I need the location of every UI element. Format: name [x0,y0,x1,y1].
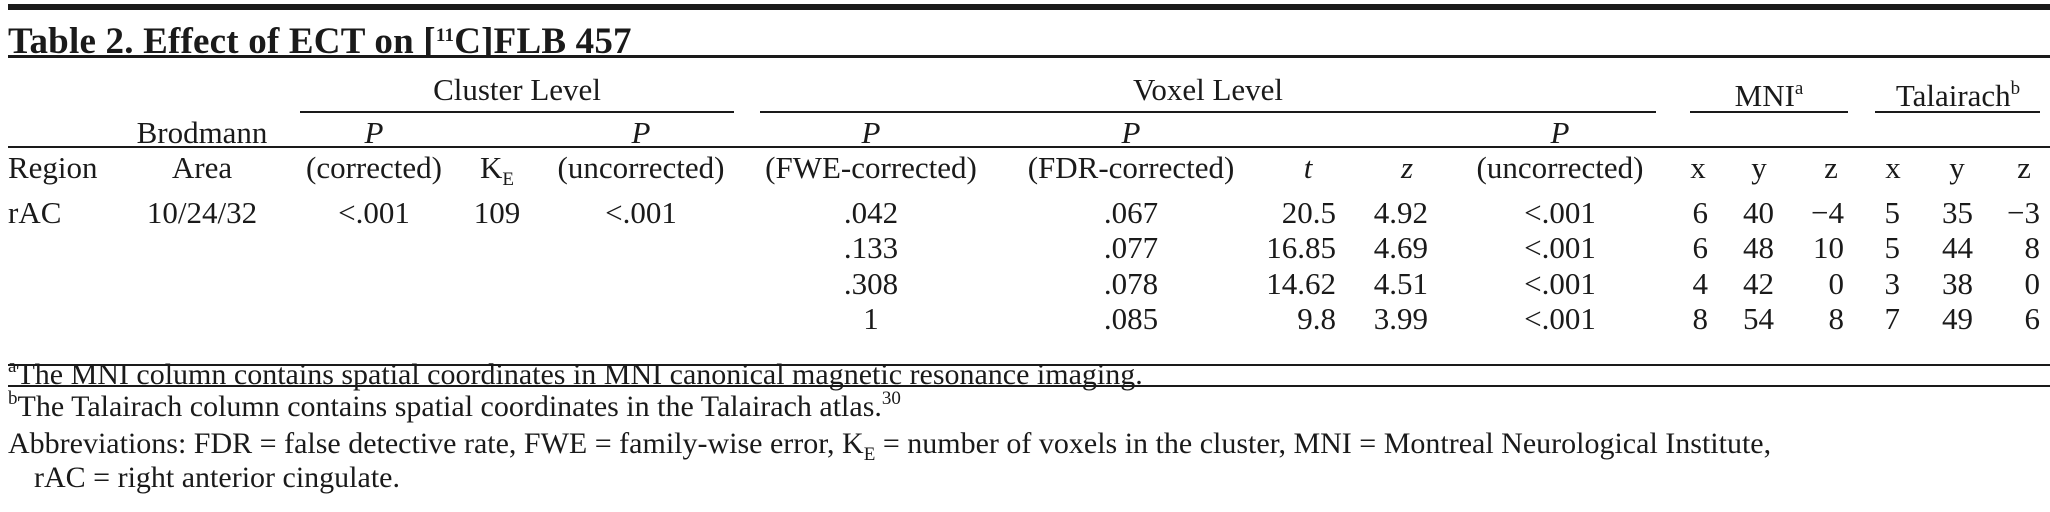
brodmann-header-line2: Area [171,150,233,185]
cell-fdr: .078 [1103,266,1159,301]
fdr-header: (FDR-corrected) [1027,150,1235,185]
cell-vx-p-unc: <.001 [1524,230,1596,265]
cell-mni-z: −4 [1811,195,1844,230]
cell-mni-x: 6 [1692,230,1709,265]
cell-mni-y: 48 [1743,230,1774,265]
cell-t: 20.5 [1281,195,1336,230]
talairach-header: Talairachb [1895,78,2021,113]
cell-tal-z: 6 [2024,301,2041,336]
title-rule [8,55,2050,58]
abbreviations-line1: Abbreviations: FDR = false detective rat… [8,427,1772,466]
cell-mni-z: 10 [1813,230,1844,265]
cell-mni-y: 42 [1743,266,1774,301]
cluster-level-spanner-line [300,111,734,113]
cell-vx-p-unc: <.001 [1524,266,1596,301]
cluster-level-header: Cluster Level [433,72,601,107]
cell-vx-p-unc: <.001 [1524,195,1596,230]
top-thick-rule [8,4,2050,10]
voxel-level-spanner-line [760,111,1656,113]
region-header: Region [8,150,98,185]
mni-y-header: y [1751,150,1767,185]
cell-z: 4.92 [1373,195,1428,230]
cell-fdr: .067 [1103,195,1159,230]
table-title: Table 2. Effect of ECT on [11C]FLB 457 [8,21,632,62]
cell-fwe: .308 [843,266,899,301]
talairach-spanner-line [1875,111,2040,113]
cell-mni-x: 8 [1692,301,1709,336]
cell-fwe: 1 [863,301,879,336]
tal-z-header: z [2017,150,2031,185]
cell-cl-p-corr: <.001 [338,195,410,230]
cell-fdr: .085 [1103,301,1159,336]
cl-uncorrected-header: (uncorrected) [557,150,725,185]
header-bottom-rule [8,146,2050,148]
tal-y-header: y [1949,150,1965,185]
cell-cl-p-unc: <.001 [605,195,677,230]
tal-x-header: x [1885,150,1901,185]
cell-z: 4.69 [1373,230,1428,265]
vx-p-uncorrected-p: P [1550,115,1570,150]
cell-tal-y: 49 [1942,301,1973,336]
cell-mni-y: 54 [1743,301,1774,336]
cell-z: 4.51 [1373,266,1428,301]
mni-z-header: z [1824,150,1838,185]
cl-corrected-header: (corrected) [306,150,442,185]
mni-spanner-line [1690,111,1848,113]
cell-t: 14.62 [1266,266,1336,301]
cell-vx-p-unc: <.001 [1524,301,1596,336]
cell-fwe: .133 [843,230,899,265]
footnote-b: bThe Talairach column contains spatial c… [8,388,901,423]
cell-mni-x: 4 [1692,266,1709,301]
fwe-header: (FWE-corrected) [765,150,977,185]
fwe-p: P [861,115,881,150]
cell-tal-x: 5 [1884,230,1901,265]
t-header: t [1303,150,1313,185]
cell-t: 16.85 [1266,230,1336,265]
voxel-level-header: Voxel Level [1132,72,1284,107]
cell-fdr: .077 [1103,230,1159,265]
cell-tal-y: 38 [1942,266,1973,301]
cell-fwe: .042 [843,195,899,230]
footnote-a: aThe MNI column contains spatial coordin… [8,356,1143,391]
cell-mni-x: 6 [1692,195,1709,230]
cell-tal-y: 35 [1942,195,1973,230]
cell-tal-z: 8 [2024,230,2041,265]
cell-tal-x: 5 [1884,195,1901,230]
abbreviations-line2: rAC = right anterior cingulate. [34,461,400,494]
cl-p-uncorrected-p: P [631,115,651,150]
cell-mni-z: 8 [1828,301,1845,336]
cell-tal-y: 44 [1942,230,1973,265]
ke-header: KE [480,150,514,191]
cell-tal-x: 3 [1884,266,1901,301]
table-bottom-rule [8,364,2050,366]
cell-mni-z: 0 [1828,266,1845,301]
vx-uncorrected-header: (uncorrected) [1476,150,1644,185]
cell-mni-y: 40 [1743,195,1774,230]
mni-header: MNIa [1734,78,1804,113]
fdr-p: P [1121,115,1141,150]
cell-tal-x: 7 [1884,301,1901,336]
z-header: z [1400,150,1414,185]
brodmann-header-line1: Brodmann [136,115,268,150]
cell-t: 9.8 [1297,301,1336,336]
mni-x-header: x [1690,150,1706,185]
cell-ke: 109 [473,195,521,230]
cl-p-corrected-p: P [364,115,384,150]
cell-region: rAC [8,195,62,230]
cell-tal-z: 0 [2024,266,2041,301]
cell-area: 10/24/32 [146,195,258,230]
cell-z: 3.99 [1373,301,1428,336]
footer-rule [8,385,2050,387]
cell-tal-z: −3 [2007,195,2040,230]
